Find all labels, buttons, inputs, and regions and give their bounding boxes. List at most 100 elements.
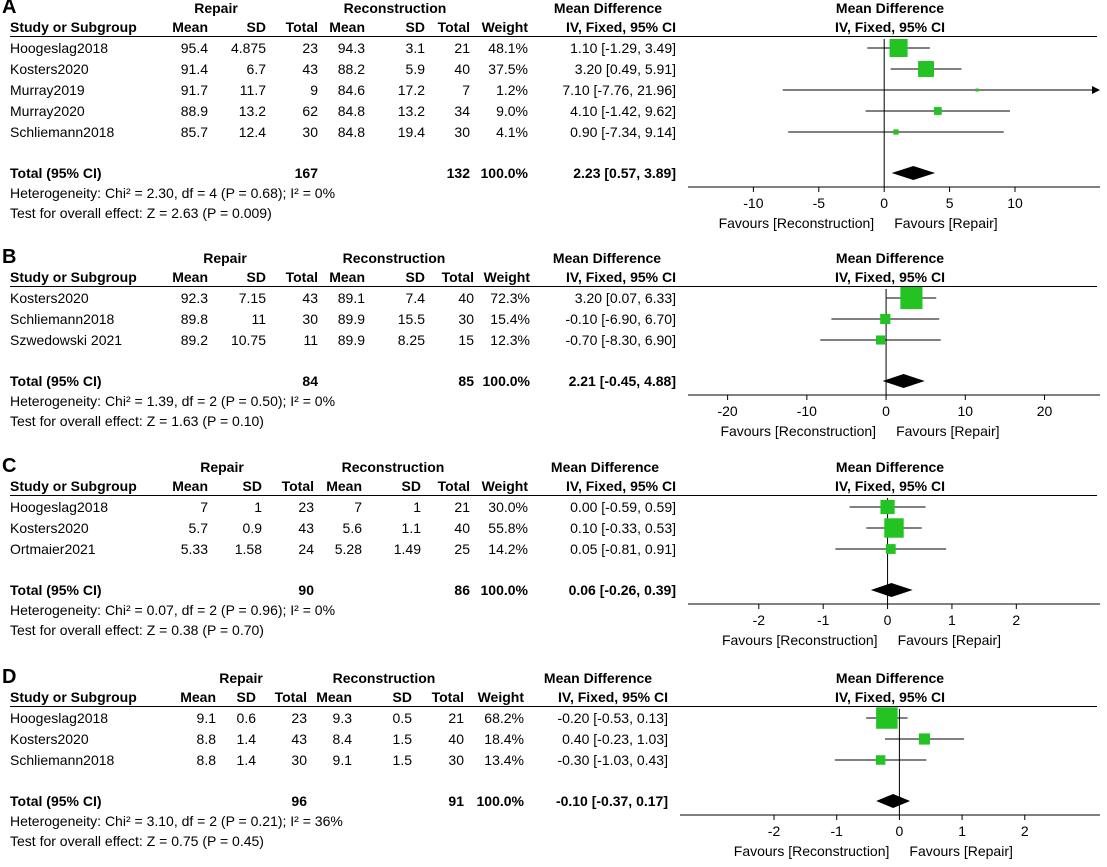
ci-cell: 0.90 [-7.34, 9.14] bbox=[570, 124, 676, 140]
ci-cell: 0.00 [-0.59, 0.59] bbox=[570, 499, 676, 515]
plot-md-header: Mean Difference bbox=[835, 0, 945, 16]
x-tick-label: -2 bbox=[768, 823, 781, 839]
total2-cell: 7 bbox=[462, 82, 470, 98]
weight-cell: 68.2% bbox=[484, 710, 524, 726]
heterogeneity-text: Heterogeneity: Chi² = 0.07, df = 2 (P = … bbox=[10, 602, 336, 618]
x-tick-label: 10 bbox=[1007, 195, 1023, 211]
x-tick-label: -10 bbox=[797, 403, 817, 419]
mean2-header: Mean bbox=[329, 19, 365, 35]
overall-effect-text: Test for overall effect: Z = 0.75 (P = 0… bbox=[10, 833, 264, 849]
total2-cell: 15 bbox=[458, 332, 474, 348]
effect-square bbox=[933, 107, 942, 115]
overall-effect-text: Test for overall effect: Z = 2.63 (P = 0… bbox=[10, 205, 272, 221]
x-tick-label: 10 bbox=[958, 403, 974, 419]
weight-cell: 15.4% bbox=[490, 311, 530, 327]
sd2-cell: 1.5 bbox=[392, 731, 412, 747]
x-tick-label: 0 bbox=[896, 823, 904, 839]
summary-diamond bbox=[882, 374, 925, 388]
sd2-cell: 1 bbox=[413, 499, 421, 515]
sd2-cell: 3.1 bbox=[405, 40, 425, 56]
sd1-header: SD bbox=[236, 689, 256, 705]
total-weight: 100.0% bbox=[482, 373, 530, 389]
group1-header: Repair bbox=[219, 670, 263, 686]
mean1-header: Mean bbox=[172, 478, 208, 494]
overall-effect-text: Test for overall effect: Z = 0.38 (P = 0… bbox=[10, 622, 264, 638]
effect-square bbox=[884, 518, 904, 538]
sd1-header: SD bbox=[246, 269, 266, 285]
mean1-cell: 89.2 bbox=[180, 332, 208, 348]
sd1-cell: 13.2 bbox=[238, 103, 266, 119]
mean2-cell: 89.9 bbox=[337, 311, 365, 327]
sd2-header: SD bbox=[401, 478, 421, 494]
ci-arrow bbox=[1092, 86, 1100, 94]
study-name: Ortmaier2021 bbox=[10, 541, 96, 557]
group1-header: Repair bbox=[203, 250, 247, 266]
ci-header: IV, Fixed, 95% CI bbox=[566, 269, 676, 285]
sd1-cell: 1 bbox=[254, 499, 262, 515]
group1-header: Repair bbox=[194, 0, 238, 16]
mean2-header: Mean bbox=[329, 269, 365, 285]
weight-cell: 4.1% bbox=[496, 124, 528, 140]
plot-ci-header: IV, Fixed, 95% CI bbox=[835, 478, 945, 494]
total1-cell: 30 bbox=[302, 311, 318, 327]
study-name: Kosters2020 bbox=[10, 520, 89, 536]
x-tick-label: 5 bbox=[946, 195, 954, 211]
md-header: Mean Difference bbox=[552, 250, 662, 266]
weight-cell: 18.4% bbox=[484, 731, 524, 747]
total1-cell: 24 bbox=[298, 541, 314, 557]
mean1-header: Mean bbox=[172, 19, 208, 35]
sd2-cell: 1.5 bbox=[392, 752, 412, 768]
total-ci: 2.21 [-0.45, 4.88] bbox=[568, 373, 676, 389]
weight-header: Weight bbox=[481, 478, 528, 494]
mean2-cell: 84.8 bbox=[337, 103, 365, 119]
sd2-cell: 17.2 bbox=[397, 82, 425, 98]
md-header: Mean Difference bbox=[550, 459, 660, 475]
x-tick-label: 20 bbox=[1037, 403, 1053, 419]
effect-square bbox=[880, 313, 891, 325]
md-header: Mean Difference bbox=[553, 0, 663, 16]
total1-cell: 43 bbox=[298, 520, 314, 536]
favours-right-label: Favours [Repair] bbox=[909, 843, 1012, 859]
summary-diamond bbox=[876, 794, 911, 808]
total1-sum: 167 bbox=[294, 165, 318, 181]
mean2-cell: 89.9 bbox=[337, 332, 365, 348]
sd1-cell: 0.6 bbox=[236, 710, 256, 726]
total2-cell: 40 bbox=[454, 61, 470, 77]
plot-ci-header: IV, Fixed, 95% CI bbox=[835, 689, 945, 705]
mean1-cell: 88.9 bbox=[180, 103, 208, 119]
weight-header: Weight bbox=[477, 689, 524, 705]
md-header: Mean Difference bbox=[543, 670, 653, 686]
effect-square bbox=[889, 38, 908, 58]
total1-sum: 96 bbox=[291, 793, 307, 809]
mean2-cell: 8.4 bbox=[332, 731, 352, 747]
ci-header: IV, Fixed, 95% CI bbox=[558, 689, 668, 705]
weight-cell: 14.2% bbox=[488, 541, 528, 557]
sd2-cell: 19.4 bbox=[397, 124, 425, 140]
total1-cell: 43 bbox=[302, 290, 318, 306]
total1-sum: 84 bbox=[302, 373, 318, 389]
total2-sum: 85 bbox=[458, 373, 474, 389]
study-name: Szwedowski 2021 bbox=[10, 332, 123, 348]
ci-cell: -0.10 [-6.90, 6.70] bbox=[565, 311, 676, 327]
forest-plot: -20 -10 0 10 20 Favours [Reconstruction] Favou… bbox=[688, 286, 1100, 439]
effect-square bbox=[875, 755, 886, 765]
total1-header: Total bbox=[285, 19, 318, 35]
total-weight: 100.0% bbox=[480, 582, 528, 598]
plot-md-header: Mean Difference bbox=[835, 670, 945, 686]
forest-panel-a: A Repair Reconstruction Mean Difference Mean… bbox=[0, 0, 1107, 231]
effect-square bbox=[918, 733, 931, 745]
group2-header: Reconstruction bbox=[332, 670, 436, 686]
mean1-cell: 89.8 bbox=[180, 311, 208, 327]
panel-label: D bbox=[2, 666, 17, 688]
forest-plot: -10 -5 0 5 10 Favours [Reconstruction] Favours… bbox=[688, 38, 1100, 231]
total1-cell: 11 bbox=[303, 332, 318, 348]
forest-plot: -2 -1 0 1 2 Favours [Reconstruction] Favours [… bbox=[680, 707, 1100, 859]
study-name: Kosters2020 bbox=[10, 290, 89, 306]
effect-square bbox=[885, 544, 896, 554]
sd1-cell: 0.9 bbox=[242, 520, 262, 536]
total2-cell: 30 bbox=[458, 311, 474, 327]
summary-diamond bbox=[870, 583, 913, 597]
total2-header: Total bbox=[437, 478, 470, 494]
x-tick-label: 0 bbox=[884, 612, 892, 628]
total2-cell: 40 bbox=[454, 520, 470, 536]
